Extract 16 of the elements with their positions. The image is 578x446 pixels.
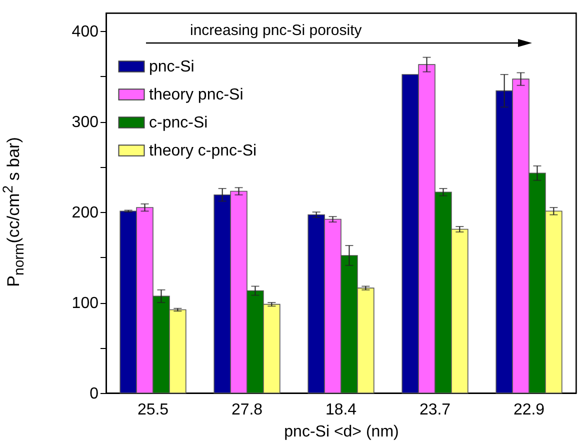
legend-label: theory pnc-Si: [149, 86, 244, 104]
annotation: increasing pnc-Si porosity: [190, 22, 362, 39]
y-tick-label: 0: [90, 386, 99, 402]
x-tick-label: 23.7: [419, 402, 451, 418]
y-tick-label: 400: [72, 24, 99, 41]
x-tick-label: 22.9: [513, 402, 545, 418]
x-tick-label: 18.4: [325, 402, 357, 418]
legend-label: pnc-Si: [149, 58, 194, 76]
x-tick-label: 25.5: [137, 402, 169, 418]
legend-label: c-pnc-Si: [149, 114, 208, 132]
y-tick-label: 100: [72, 295, 99, 312]
legend-label: theory c-pnc-Si: [149, 142, 257, 160]
x-tick-label: 27.8: [231, 402, 263, 418]
y-tick-label: 200: [72, 204, 99, 222]
x-axis-title: pnc-Si <d> (nm): [284, 424, 399, 440]
y-tick-label: 300: [72, 114, 99, 132]
